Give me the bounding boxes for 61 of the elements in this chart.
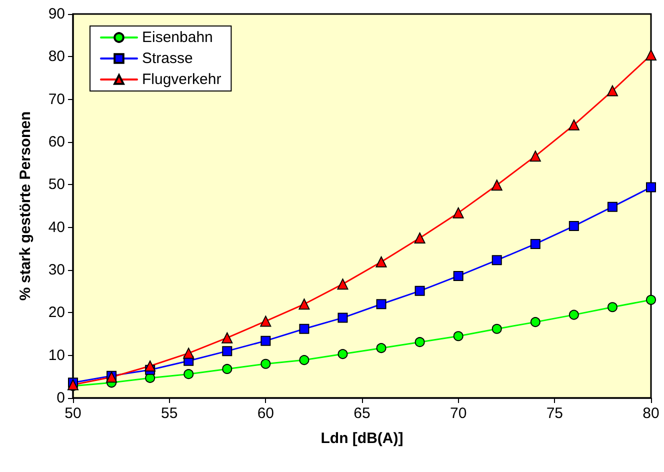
point	[414, 232, 426, 244]
point	[530, 150, 541, 162]
point	[338, 349, 348, 360]
x-tick-label: 80	[642, 405, 660, 422]
point	[414, 337, 425, 348]
point	[222, 364, 232, 374]
x-tick-label: 55	[160, 405, 178, 422]
point	[337, 278, 348, 290]
x-tick-label: 65	[354, 405, 370, 422]
y-tick-label: 20	[48, 304, 65, 322]
point	[414, 286, 425, 296]
point	[183, 348, 194, 359]
point	[260, 316, 272, 327]
point	[646, 49, 656, 60]
x-tick-label: 50	[64, 405, 82, 422]
y-tick-label: 0	[56, 390, 65, 406]
y-tick-label: 80	[48, 48, 65, 66]
y-tick-label: 60	[48, 134, 65, 150]
legend-label: Eisenbahn	[142, 29, 213, 46]
x-tick-label: 60	[257, 405, 274, 422]
x-tick-label: 75	[546, 405, 564, 422]
point	[568, 310, 579, 320]
point	[376, 256, 387, 268]
point	[453, 270, 464, 281]
point	[222, 332, 233, 344]
x-tick-label: 70	[450, 405, 467, 422]
y-tick-label: 10	[48, 346, 65, 364]
point	[568, 221, 579, 232]
legend-label: Strasse	[142, 50, 193, 67]
legend-label: Flugverkehr	[142, 71, 222, 88]
y-axis-title: % stark gestörte Personen	[17, 111, 34, 301]
point	[492, 324, 502, 334]
point	[452, 207, 464, 218]
y-tick-label: 70	[48, 90, 65, 108]
point	[299, 324, 310, 334]
y-tick-label: 40	[48, 218, 65, 236]
point	[299, 355, 310, 366]
point	[376, 299, 386, 310]
x-axis-title: Ldn [dB(A)]	[320, 430, 404, 447]
point	[184, 369, 194, 380]
point	[298, 298, 310, 310]
point	[568, 119, 580, 130]
point	[646, 182, 656, 192]
point	[376, 343, 386, 354]
point	[530, 238, 540, 249]
y-tick-label: 30	[48, 262, 65, 278]
point	[606, 85, 618, 96]
point	[607, 302, 618, 312]
point	[607, 202, 618, 212]
point	[453, 331, 464, 342]
point	[491, 180, 502, 191]
y-tick-label: 90	[48, 6, 65, 22]
point	[222, 346, 232, 356]
point	[260, 358, 271, 369]
y-tick-label: 50	[48, 176, 65, 194]
point	[260, 336, 271, 346]
point	[338, 312, 348, 323]
point	[530, 317, 540, 328]
point	[144, 360, 156, 372]
point	[492, 255, 502, 266]
point	[646, 294, 656, 305]
